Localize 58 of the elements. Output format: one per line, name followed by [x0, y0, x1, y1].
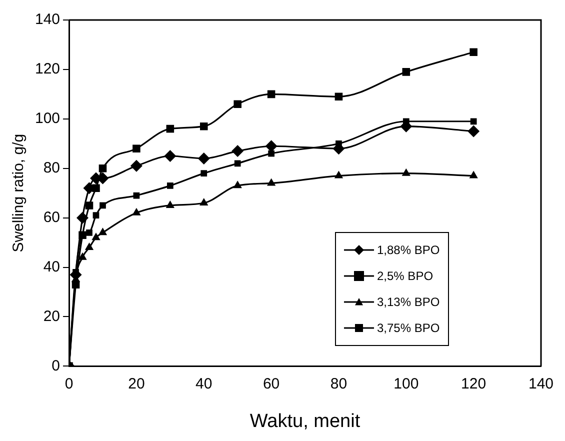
- legend-label: 3,75% BPO: [377, 321, 440, 335]
- point: [234, 100, 242, 108]
- point: [200, 122, 208, 130]
- point: [334, 92, 343, 101]
- point: [267, 90, 276, 98]
- legend-label: 1,88% BPO: [377, 243, 440, 257]
- x-tick-label: 20: [128, 375, 145, 392]
- x-tick-label: 80: [330, 375, 348, 392]
- point: [76, 212, 89, 224]
- y-tick-label: 120: [34, 60, 60, 78]
- legend-label: 3,13% BPO: [377, 295, 440, 309]
- point: [100, 202, 106, 209]
- point: [233, 180, 242, 188]
- point: [132, 208, 141, 216]
- y-tick-label: 60: [43, 208, 60, 226]
- x-tick-label: 140: [528, 375, 554, 392]
- legend-label: 2,5% BPO: [377, 269, 434, 283]
- x-tick-label: 60: [262, 375, 280, 392]
- point: [166, 124, 174, 133]
- point: [234, 160, 241, 167]
- point: [334, 170, 344, 178]
- y-tick-label: 140: [34, 11, 60, 28]
- point: [470, 48, 478, 56]
- point: [468, 125, 480, 138]
- y-tick-label: 80: [43, 160, 60, 177]
- x-axis-title: Waktu, menit: [250, 410, 361, 432]
- point: [92, 232, 100, 240]
- x-tick-label: 120: [461, 375, 486, 392]
- x-tick-label: 100: [394, 375, 419, 392]
- point: [92, 212, 100, 219]
- y-tick-label: 100: [34, 110, 60, 128]
- point: [200, 198, 208, 206]
- point: [166, 200, 174, 208]
- y-tick-label: 40: [43, 258, 60, 276]
- point: [200, 170, 208, 176]
- point: [98, 228, 108, 236]
- point: [402, 168, 410, 176]
- point: [198, 152, 210, 164]
- x-tick-label: 40: [196, 375, 212, 392]
- point: [469, 170, 478, 178]
- y-axis-title: Swelling ratio, g/g: [10, 134, 28, 252]
- point: [166, 182, 174, 189]
- point: [164, 150, 176, 162]
- point: [84, 242, 94, 250]
- y-tick-label: 0: [52, 357, 60, 374]
- point: [86, 229, 92, 236]
- point: [402, 68, 410, 76]
- point: [132, 144, 140, 152]
- point: [98, 164, 107, 172]
- point: [232, 145, 244, 158]
- point: [268, 150, 274, 157]
- point: [266, 178, 276, 186]
- y-tick-label: 20: [43, 308, 60, 325]
- x-tick-label: 0: [64, 375, 74, 392]
- point: [133, 192, 140, 199]
- point: [130, 160, 142, 172]
- point: [470, 118, 477, 125]
- point: [85, 202, 94, 210]
